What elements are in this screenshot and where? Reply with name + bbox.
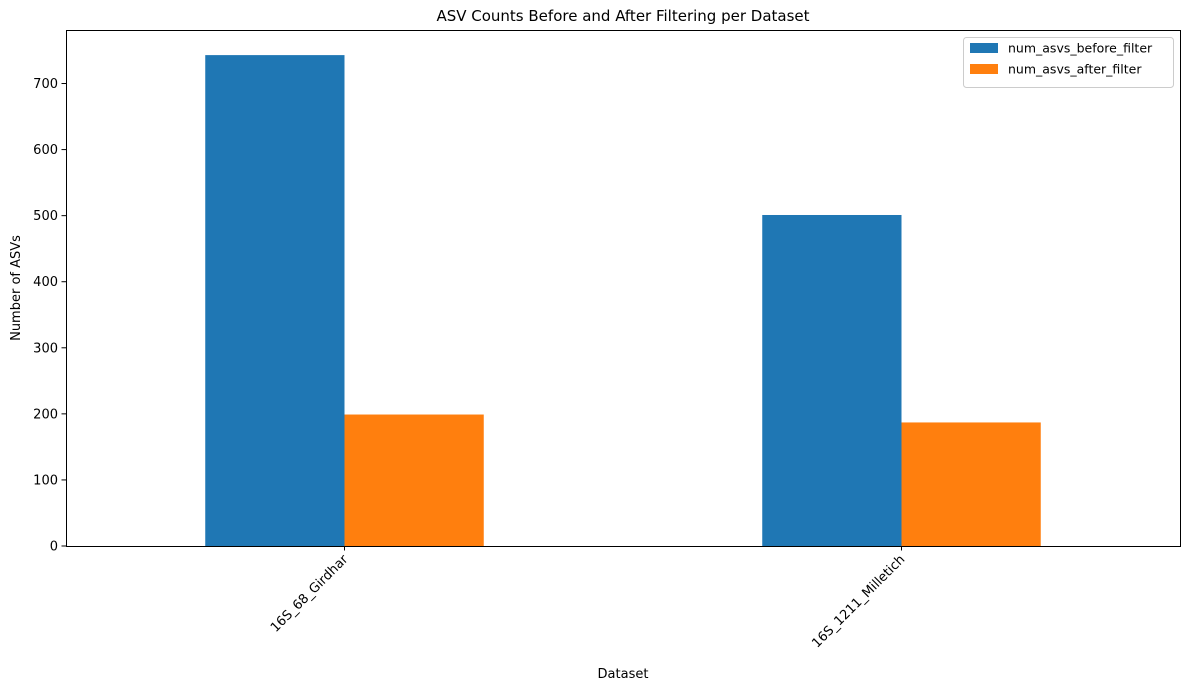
legend-label-after: num_asvs_after_filter bbox=[1008, 62, 1142, 77]
y-tick-label: 700 bbox=[33, 77, 58, 92]
legend-frame bbox=[963, 37, 1174, 88]
x-tick-label: 16S_68_Girdhar bbox=[268, 552, 352, 636]
bar-before-1 bbox=[762, 214, 902, 546]
y-tick-label: 0 bbox=[50, 540, 58, 555]
plot-frame bbox=[66, 30, 1181, 547]
y-axis-ticks: 0 100 200 300 400 500 600 700 bbox=[33, 77, 66, 555]
y-tick-label: 100 bbox=[33, 473, 58, 488]
bars-layer bbox=[205, 55, 1041, 547]
y-tick-label: 600 bbox=[33, 143, 58, 158]
bar-after-1 bbox=[901, 422, 1041, 546]
legend: num_asvs_before_filter num_asvs_after_fi… bbox=[963, 37, 1174, 88]
bar-after-0 bbox=[344, 414, 484, 546]
bar-before-0 bbox=[205, 55, 345, 547]
y-tick-label: 500 bbox=[33, 209, 58, 224]
y-tick-label: 300 bbox=[33, 341, 58, 356]
x-axis-ticks: 16S_68_Girdhar 16S_1211_Milletich bbox=[268, 546, 908, 651]
legend-swatch-before bbox=[970, 43, 998, 53]
y-tick-label: 400 bbox=[33, 275, 58, 290]
legend-label-before: num_asvs_before_filter bbox=[1008, 41, 1153, 56]
x-axis-label: Dataset bbox=[598, 667, 649, 682]
x-tick-label: 16S_1211_Milletich bbox=[809, 552, 908, 651]
y-tick-label: 200 bbox=[33, 407, 58, 422]
y-axis-label: Number of ASVs bbox=[9, 235, 24, 341]
legend-swatch-after bbox=[970, 64, 998, 74]
chart-title: ASV Counts Before and After Filtering pe… bbox=[436, 7, 809, 25]
